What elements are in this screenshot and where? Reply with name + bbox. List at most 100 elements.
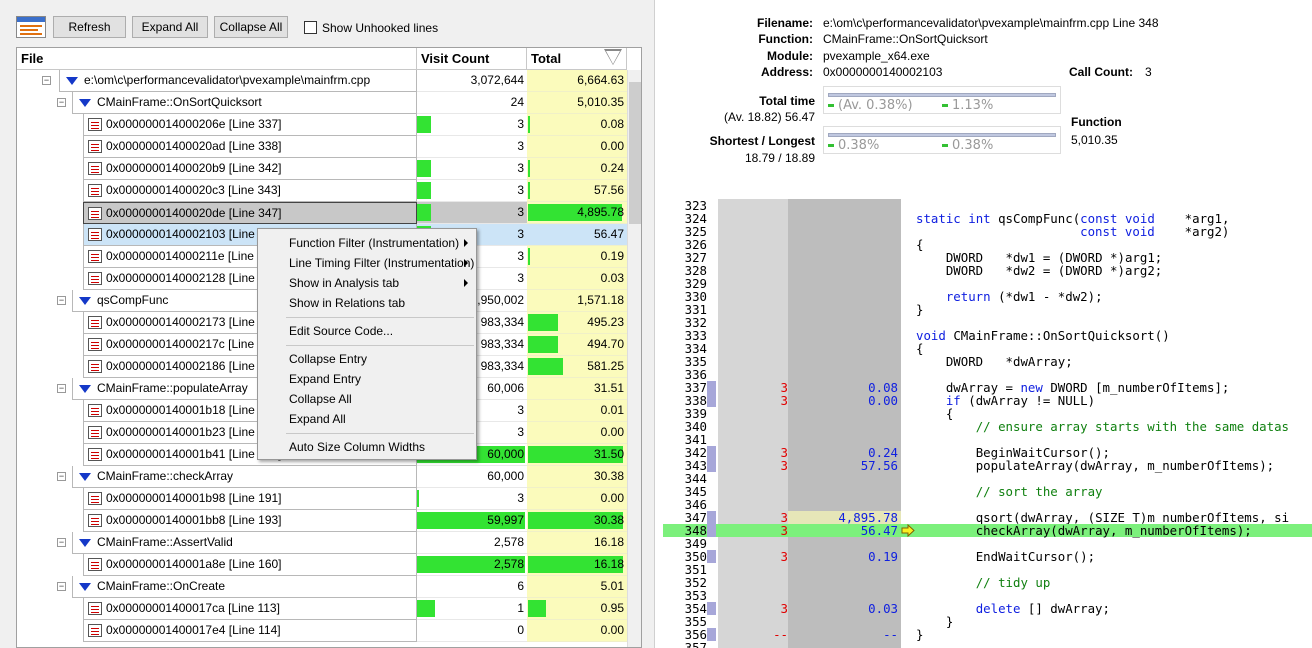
context-menu-item[interactable]: Edit Source Code...: [258, 321, 476, 341]
file-cell[interactable]: 0x00000001400017ca [Line 113]: [83, 598, 417, 620]
code-line[interactable]: 331}: [663, 303, 1312, 316]
file-cell[interactable]: 0x0000000140001b98 [Line 191]: [83, 488, 417, 510]
line-row[interactable]: 0x0000000140001bb8 [Line 193] 59,997 30.38: [17, 510, 627, 532]
context-menu-item[interactable]: Line Timing Filter (Instrumentation): [258, 253, 476, 273]
file-cell[interactable]: CMainFrame::OnSortQuicksort: [72, 92, 417, 114]
show-unhooked-checkbox[interactable]: [304, 21, 317, 34]
code-line[interactable]: 337 3 0.08 dwArray = new DWORD [m_numberOf…: [663, 381, 1312, 394]
vertical-scrollbar[interactable]: [627, 70, 641, 647]
function-row[interactable]: CMainFrame::checkArray 60,000 30.38: [17, 466, 627, 488]
collapse-toggle[interactable]: −: [57, 295, 66, 305]
collapse-toggle[interactable]: −: [42, 75, 51, 85]
function-row[interactable]: CMainFrame::OnSortQuicksort 24 5,010.35: [17, 92, 627, 114]
line-row[interactable]: 0x00000001400017e4 [Line 114] 0 0.00: [17, 620, 627, 642]
code-line[interactable]: 341: [663, 433, 1312, 446]
code-line[interactable]: 328 DWORD *dw2 = (DWORD *)arg2;: [663, 264, 1312, 277]
refresh-button[interactable]: Refresh: [53, 16, 126, 38]
collapse-toggle[interactable]: −: [57, 581, 66, 591]
code-line[interactable]: 347 3 4,895.78 qsort(dwArray, (SIZE_T)m_nu…: [663, 511, 1312, 524]
code-line[interactable]: 338 3 0.00 if (dwArray != NULL): [663, 394, 1312, 407]
context-menu-item[interactable]: Function Filter (Instrumentation): [258, 233, 476, 253]
code-line[interactable]: 348 3 56.47 checkArray(dwArray, m_numberOf…: [663, 523, 1312, 538]
code-line[interactable]: 340 // ensure array starts with the same…: [663, 420, 1312, 433]
code-line[interactable]: 355 }: [663, 615, 1312, 628]
line-row[interactable]: 0x0000000140001a8e [Line 160] 2,578 16.18: [17, 554, 627, 576]
code-line[interactable]: 336: [663, 368, 1312, 381]
file-cell[interactable]: CMainFrame::AssertValid: [72, 532, 417, 554]
context-menu-item[interactable]: Collapse All: [258, 389, 476, 409]
file-cell[interactable]: e:\om\c\performancevalidator\pvexample\m…: [59, 70, 417, 92]
pane-splitter[interactable]: [654, 0, 655, 648]
line-visit-count: 3: [780, 380, 788, 395]
code-line[interactable]: 335 DWORD *dwArray;: [663, 355, 1312, 368]
code-line[interactable]: 345 // sort the array: [663, 485, 1312, 498]
file-cell[interactable]: 0x00000001400020de [Line 347]: [83, 202, 417, 224]
file-cell[interactable]: CMainFrame::checkArray: [72, 466, 417, 488]
expand-all-button[interactable]: Expand All: [132, 16, 208, 38]
context-menu-item[interactable]: Expand All: [258, 409, 476, 429]
context-menu-item[interactable]: Collapse Entry: [258, 349, 476, 369]
context-menu-item[interactable]: Show in Relations tab: [258, 293, 476, 313]
code-line[interactable]: 346: [663, 498, 1312, 511]
line-row[interactable]: 0x00000001400020b9 [Line 342] 3 0.24: [17, 158, 627, 180]
file-cell[interactable]: 0x0000000140001bb8 [Line 193]: [83, 510, 417, 532]
source-code-view[interactable]: 323 324 static int qsCompFunc(const void *…: [663, 199, 1312, 648]
code-line[interactable]: 344: [663, 472, 1312, 485]
line-row[interactable]: 0x00000001400020de [Line 347] 3 4,895.78: [17, 202, 627, 224]
code-line[interactable]: 356 -- --}: [663, 628, 1312, 641]
file-column-header[interactable]: File: [17, 48, 417, 70]
collapse-toggle[interactable]: −: [57, 97, 66, 107]
code-line[interactable]: 353: [663, 589, 1312, 602]
row-label: 0x00000001400020ad [Line 338]: [106, 139, 282, 153]
file-cell[interactable]: 0x000000014000206e [Line 337]: [83, 114, 417, 136]
file-row[interactable]: e:\om\c\performancevalidator\pvexample\m…: [17, 70, 627, 92]
line-row[interactable]: 0x000000014000206e [Line 337] 3 0.08: [17, 114, 627, 136]
code-line[interactable]: 326 {: [663, 238, 1312, 251]
collapse-toggle[interactable]: −: [57, 383, 66, 393]
code-line[interactable]: 343 3 57.56 populateArray(dwArray, m_numbe…: [663, 459, 1312, 472]
code-line[interactable]: 357: [663, 641, 1312, 648]
line-row[interactable]: 0x00000001400020c3 [Line 343] 3 57.56: [17, 180, 627, 202]
context-menu-item[interactable]: Auto Size Column Widths: [258, 437, 476, 457]
line-total-time: [788, 199, 898, 212]
line-row[interactable]: 0x0000000140001b98 [Line 191] 3 0.00: [17, 488, 627, 510]
line-row[interactable]: 0x00000001400017ca [Line 113] 1 0.95: [17, 598, 627, 620]
collapse-toggle[interactable]: −: [57, 537, 66, 547]
report-icon[interactable]: [16, 16, 46, 38]
file-cell[interactable]: 0x0000000140001a8e [Line 160]: [83, 554, 417, 576]
code-line[interactable]: 354 3 0.03 delete [] dwArray;: [663, 602, 1312, 615]
code-line[interactable]: 329: [663, 277, 1312, 290]
code-line[interactable]: 327 DWORD *dw1 = (DWORD *)arg1;: [663, 251, 1312, 264]
visit-count-column-header[interactable]: Visit Count: [417, 48, 527, 70]
code-line[interactable]: 330 return (*dw1 - *dw2);: [663, 290, 1312, 303]
scrollbar-thumb[interactable]: [629, 82, 641, 224]
function-row[interactable]: CMainFrame::AssertValid 2,578 16.18: [17, 532, 627, 554]
file-cell[interactable]: 0x00000001400020c3 [Line 343]: [83, 180, 417, 202]
file-cell[interactable]: 0x00000001400020ad [Line 338]: [83, 136, 417, 158]
code-line[interactable]: 333 void CMainFrame::OnSortQuicksort(): [663, 329, 1312, 342]
code-line[interactable]: 334 {: [663, 342, 1312, 355]
code-line[interactable]: 352 // tidy up: [663, 576, 1312, 589]
code-line[interactable]: 324 static int qsCompFunc(const void *arg…: [663, 212, 1312, 225]
file-cell[interactable]: 0x00000001400017e4 [Line 114]: [83, 620, 417, 642]
total-cell: 0.00: [527, 422, 627, 444]
code-line[interactable]: 351: [663, 563, 1312, 576]
total-column-header[interactable]: Total: [527, 48, 627, 70]
code-line[interactable]: 339 {: [663, 407, 1312, 420]
function-row[interactable]: CMainFrame::OnCreate 6 5.01: [17, 576, 627, 598]
collapse-all-button[interactable]: Collapse All: [214, 16, 288, 38]
show-unhooked-label[interactable]: Show Unhooked lines: [322, 21, 439, 35]
code-line[interactable]: 332: [663, 316, 1312, 329]
context-menu-item[interactable]: Show in Analysis tab: [258, 273, 476, 293]
code-line[interactable]: 323: [663, 199, 1312, 212]
code-line[interactable]: 325 const void *arg2): [663, 225, 1312, 238]
file-cell[interactable]: 0x00000001400020b9 [Line 342]: [83, 158, 417, 180]
context-menu-item[interactable]: Expand Entry: [258, 369, 476, 389]
line-row[interactable]: 0x00000001400020ad [Line 338] 3 0.00: [17, 136, 627, 158]
file-cell[interactable]: CMainFrame::OnCreate: [72, 576, 417, 598]
code-line[interactable]: 349: [663, 537, 1312, 550]
code-line[interactable]: 342 3 0.24 BeginWaitCursor();: [663, 446, 1312, 459]
collapse-toggle[interactable]: −: [57, 471, 66, 481]
total-value: 30.38: [593, 469, 624, 483]
code-line[interactable]: 350 3 0.19 EndWaitCursor();: [663, 550, 1312, 563]
